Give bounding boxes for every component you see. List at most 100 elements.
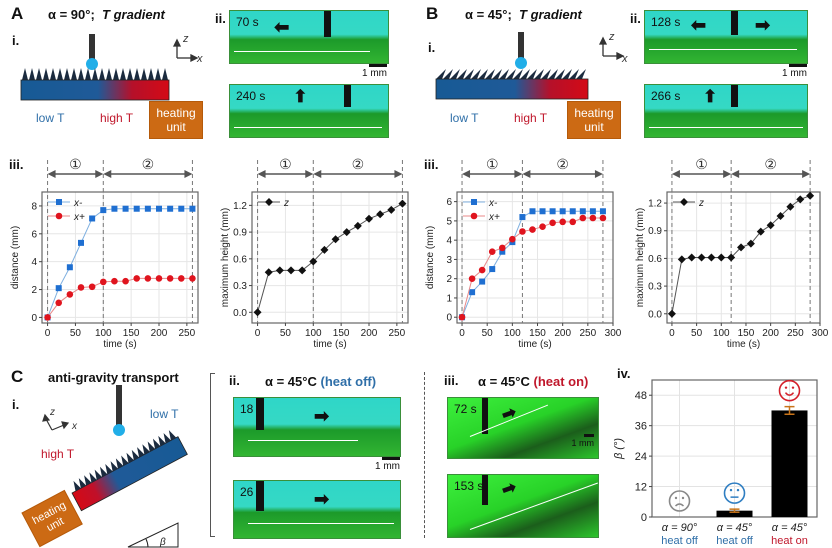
droplet [86,58,98,70]
photo-c-26s: 26 s ➡ [233,480,401,539]
x-tick-label: 250 [179,328,196,339]
data-point-x+ [519,228,526,235]
x-category-sublabel: heat on [771,535,808,547]
data-point-x- [499,248,506,255]
data-point-x- [111,205,118,212]
panel-a-heating-unit: heating unit [149,101,203,139]
legend-marker [470,212,478,220]
data-point-x+ [589,214,597,222]
series-line-x+ [47,277,193,318]
phase-arrowhead [802,170,811,178]
y-tick-label: 0 [446,313,452,324]
phase-arrowhead [594,170,603,178]
data-point-x- [539,208,546,215]
x-category-label: α = 45° [717,522,753,534]
photo-timestamp: 128 s [651,15,681,29]
y-tick-label: 8 [31,201,37,212]
legend-marker [55,212,63,220]
data-point-z [309,257,318,266]
panel-b-heating-unit: heating unit [567,101,621,139]
panel-c-schematic: z x heating unit β [21,385,188,548]
x-tick-label: 0 [669,328,675,339]
iii-title-tag: (heat on) [533,374,589,389]
scale-bar: 1 mm [368,457,400,472]
face-outline [668,490,691,512]
panel-a-sub-i: i. [12,33,20,48]
panel-c-sub-iv: iv. [617,366,631,381]
substrate [20,79,170,101]
data-point-x- [599,208,606,215]
panel-a-letter: A [11,4,24,23]
x-tick-label: 150 [738,328,755,339]
x-axis-label: time (s) [103,339,136,350]
photo-a-240s: 240 s ⬆ [229,84,389,138]
substrate [435,78,589,100]
panel-a-schematic: z x [20,33,203,101]
x-axis-label: time (s) [727,339,760,350]
axis-icon [172,38,199,63]
face-eye [791,386,795,389]
y-tick-label: 0.9 [233,228,247,239]
x-category-sublabel: heat off [661,535,698,547]
data-point-z [707,253,716,262]
legend-label: z [698,198,704,209]
panel-c-sub-ii: ii. [229,373,240,388]
ii-title-alpha: α = 45°C [265,374,317,389]
panel-b-sub-iii: iii. [424,157,439,172]
measure-line [248,523,394,524]
needle [256,481,264,511]
needle [482,475,488,505]
ii-title-tag: (heat off) [320,374,377,389]
axis-icon [42,413,70,431]
tilted-spikes [436,69,586,79]
panel-c-low-t: low T [150,407,179,421]
data-point-x+ [549,219,556,227]
data-point-x- [156,205,162,212]
series-line-z [257,203,403,313]
data-point-x+ [509,235,516,243]
scale-bar-label: 1 mm [362,68,387,79]
axis-icon [598,36,625,61]
face-eye [736,488,740,492]
phase-arrowhead [462,170,471,178]
data-point-x- [489,266,496,273]
legend-label: x- [73,198,83,209]
axis-x-label: x [196,53,203,65]
y-tick-label: 0 [31,313,37,324]
x-axis-label: time (s) [313,339,346,350]
panel-a-sub-ii: ii. [215,11,226,26]
needle [731,85,738,107]
plot-frame [456,191,614,324]
y-tick-label: 4 [446,236,452,247]
panel-a-title-t: T gradient [102,7,165,22]
data-point-z [365,214,373,223]
data-point-z [806,191,815,200]
data-point-x- [589,208,596,215]
x-category-label: α = 90° [662,522,698,534]
x-tick-label: 200 [762,328,779,339]
data-point-x+ [99,278,107,286]
data-point-z [264,268,273,277]
photo-b-266s: 266 s ⬆ [644,84,808,138]
data-point-z [737,243,746,252]
data-point-z [667,309,676,318]
x-tick-label: 50 [482,328,494,339]
x-tick-label: 50 [691,328,703,339]
panel-c-high-t: high T [41,447,75,461]
measure-line [649,127,803,128]
data-point-z [697,253,706,262]
panel-c-heating-unit: heating unit [21,489,83,548]
panel-a-title: α = 90°; T gradient [48,7,165,22]
data-point-x- [479,278,486,285]
y-tick-label: 1 [446,293,452,304]
x-tick-label: 100 [305,328,322,339]
data-point-z [766,221,775,230]
data-point-x+ [189,275,196,282]
data-point-x+ [77,284,85,291]
face-eye [729,488,733,492]
y-tick-label: 5 [446,216,452,227]
data-point-z [353,221,362,230]
y-tick-label: 1.2 [233,201,247,212]
data-point-x+ [498,244,506,252]
panel-b-low-t: low T [450,111,479,125]
